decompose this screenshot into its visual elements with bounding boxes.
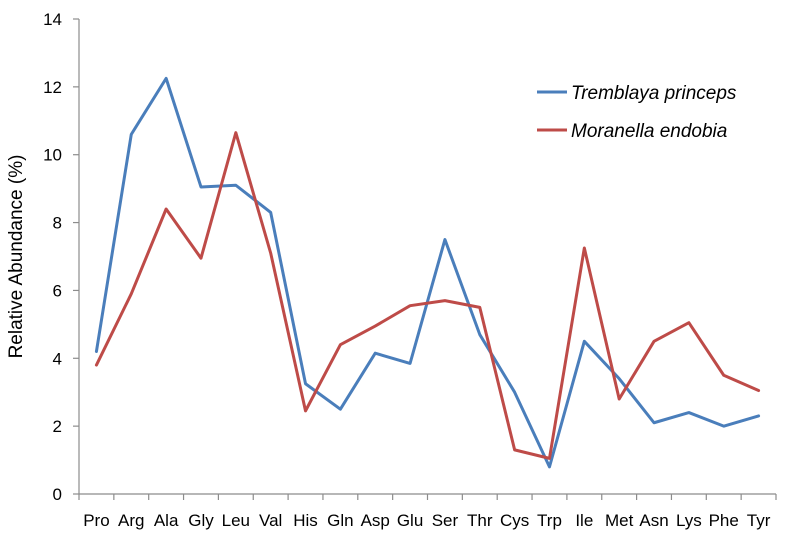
y-tick-label: 10: [43, 146, 62, 165]
y-tick-label: 6: [53, 281, 62, 300]
x-tick-label: Trp: [537, 511, 562, 530]
x-tick-label: Arg: [118, 511, 144, 530]
x-tick-label: Pro: [83, 511, 109, 530]
series-line-2: [94, 131, 761, 460]
series-layer: [94, 76, 761, 469]
x-tick-label: Leu: [222, 511, 250, 530]
x-tick-label: Glu: [397, 511, 423, 530]
x-tick-label: Tyr: [747, 511, 771, 530]
x-tick-label: Cys: [500, 511, 529, 530]
y-tick-label: 14: [43, 10, 62, 29]
y-ticks: 0 2 4 6 8 10 12 14: [43, 10, 79, 504]
x-tick-label: Ala: [154, 511, 179, 530]
y-tick-label: 8: [53, 214, 62, 233]
x-tick-label: Asn: [639, 511, 668, 530]
legend: Tremblaya princeps Moranella endobia: [537, 83, 737, 142]
x-tick-label: Val: [259, 511, 282, 530]
x-tick-label: Gln: [327, 511, 353, 530]
x-tick-label: His: [293, 511, 318, 530]
series-line-1: [94, 76, 761, 469]
x-tick-label: Ile: [575, 511, 593, 530]
y-tick-label: 0: [53, 485, 62, 504]
x-tick-label: Asp: [361, 511, 390, 530]
legend-label-1: Tremblaya princeps: [571, 83, 737, 104]
x-tick-label: Gly: [188, 511, 214, 530]
x-ticks: Pro Arg Ala Gly Leu Val His Gln Asp Glu Ser Thr Cys T…: [78, 494, 777, 530]
x-tick-label: Ser: [432, 511, 459, 530]
x-tick-label: Phe: [709, 511, 739, 530]
y-tick-label: 12: [43, 78, 62, 97]
x-tick-label: Met: [605, 511, 634, 530]
y-tick-label: 2: [53, 417, 62, 436]
x-tick-label: Thr: [467, 511, 493, 530]
y-axis-label: Relative Abundance (%): [6, 155, 27, 359]
legend-label-2: Moranella endobia: [571, 121, 727, 142]
y-tick-label: 4: [53, 349, 62, 368]
x-tick-label: Lys: [676, 511, 702, 530]
